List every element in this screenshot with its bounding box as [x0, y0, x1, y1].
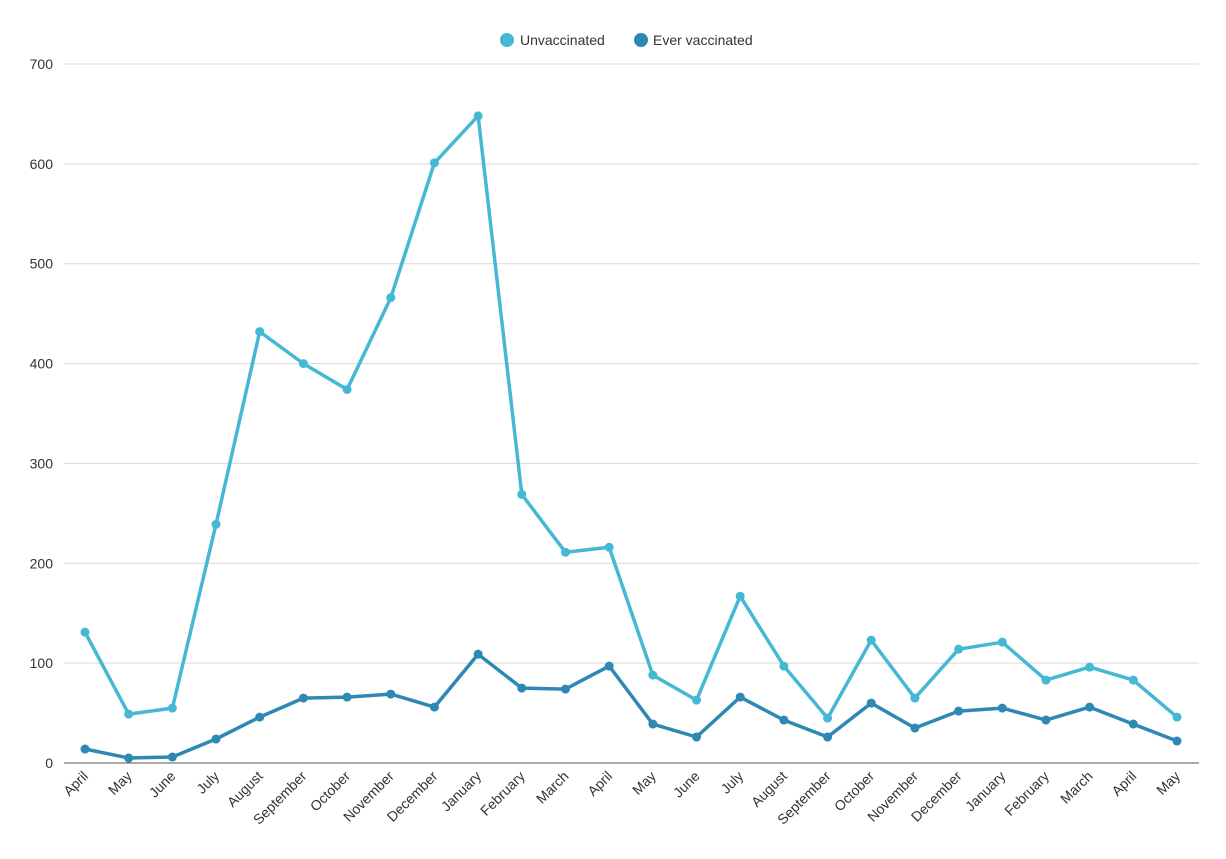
data-point [298, 693, 308, 703]
data-point [997, 703, 1007, 713]
series-line [83, 114, 1179, 720]
x-tick-label: April [1108, 768, 1139, 799]
data-point [124, 709, 134, 719]
data-point [473, 649, 483, 659]
legend-label: Ever vaccinated [653, 32, 753, 48]
data-point [1172, 736, 1182, 746]
data-point [735, 591, 745, 601]
series-0 [80, 111, 1182, 723]
data-point [560, 547, 570, 557]
y-tick-label: 300 [30, 455, 54, 471]
data-point [167, 752, 177, 762]
data-point [429, 702, 439, 712]
x-tick-label: February [477, 768, 528, 819]
x-tick-label: May [105, 768, 135, 798]
data-point [997, 637, 1007, 647]
data-point [604, 661, 614, 671]
x-tick-label: April [584, 768, 615, 799]
legend-marker [500, 33, 514, 47]
data-point [604, 542, 614, 552]
data-point [255, 712, 265, 722]
data-point [1085, 662, 1095, 672]
series-1 [80, 649, 1182, 763]
data-point [910, 723, 920, 733]
legend-item: Ever vaccinated [634, 32, 753, 48]
x-tick-label: June [670, 768, 703, 801]
data-point [517, 683, 527, 693]
data-point [1128, 719, 1138, 729]
y-tick-label: 100 [30, 655, 54, 671]
x-tick-label: May [1153, 768, 1183, 798]
x-tick-label: August [224, 768, 266, 810]
x-tick-label: February [1001, 768, 1052, 819]
data-point [386, 293, 396, 303]
data-point [648, 719, 658, 729]
legend-item: Unvaccinated [500, 32, 605, 48]
x-tick-label: August [748, 768, 790, 810]
data-point [211, 519, 221, 529]
y-tick-label: 500 [30, 256, 54, 272]
data-point [692, 695, 702, 705]
data-point [648, 670, 658, 680]
data-point [779, 661, 789, 671]
data-point [779, 715, 789, 725]
data-point [167, 703, 177, 713]
data-point [1085, 702, 1095, 712]
data-point [342, 692, 352, 702]
data-point [124, 753, 134, 763]
data-point [80, 627, 90, 637]
series-line [83, 652, 1179, 760]
data-point [1172, 712, 1182, 722]
x-tick-label: July [193, 768, 222, 797]
data-point [429, 158, 439, 168]
data-point [1041, 675, 1051, 685]
data-point [80, 744, 90, 754]
data-point [735, 692, 745, 702]
x-tick-label: May [629, 768, 659, 798]
x-tick-label: March [533, 768, 572, 807]
legend-label: Unvaccinated [520, 32, 605, 48]
legend-marker [634, 33, 648, 47]
data-point [1128, 675, 1138, 685]
data-point [211, 734, 221, 744]
x-tick-label: July [717, 768, 746, 797]
data-point [954, 706, 964, 716]
data-point [910, 693, 920, 703]
x-tick-label: March [1057, 768, 1096, 807]
data-point [517, 489, 527, 499]
data-point [473, 111, 483, 121]
data-point [560, 684, 570, 694]
data-point [866, 698, 876, 708]
data-point [823, 713, 833, 723]
y-tick-label: 0 [45, 755, 53, 771]
y-tick-label: 700 [30, 56, 54, 72]
data-point [342, 385, 352, 395]
legend: Unvaccinated Ever vaccinated [500, 32, 753, 48]
y-tick-label: 200 [30, 555, 54, 571]
x-tick-label: April [60, 768, 91, 799]
data-point [954, 644, 964, 654]
data-point [823, 732, 833, 742]
series-group [80, 111, 1182, 763]
y-axis-ticks: 0 100 200 300 400 500 600 700 [30, 56, 54, 771]
x-tick-label: June [146, 768, 179, 801]
y-tick-label: 400 [30, 356, 54, 372]
data-point [866, 635, 876, 645]
x-axis-ticks: April May June July AugustSeptemberOctoberNo… [60, 768, 1183, 828]
y-tick-label: 600 [30, 156, 54, 172]
data-point [255, 327, 265, 337]
data-point [1041, 715, 1051, 725]
data-point [692, 732, 702, 742]
data-point [298, 359, 308, 369]
data-point [386, 689, 396, 699]
gridlines [64, 63, 1199, 664]
